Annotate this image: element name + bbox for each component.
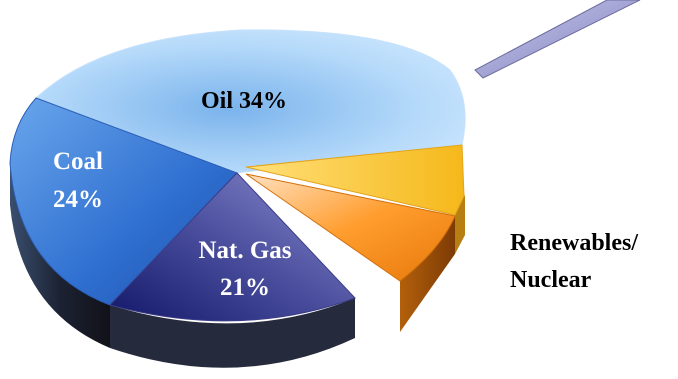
slice-gas [109, 172, 356, 322]
slice-oil [35, 29, 466, 174]
gas-side [110, 298, 355, 368]
yellow-side [455, 195, 465, 254]
coal-label-name: Coal [53, 148, 103, 175]
gas-label-name: Nat. Gas [198, 237, 291, 264]
gas-label-value: 21% [220, 274, 270, 301]
coal-side [10, 163, 110, 348]
oil-label: Oil 34% [201, 88, 287, 114]
renewables-label-line2: Nuclear [510, 267, 592, 293]
pie-slices [9, 29, 466, 322]
orange-side-1 [400, 215, 455, 332]
renewables-label-line1: Renewables/ [510, 230, 638, 256]
slice-coal [9, 97, 238, 306]
coal-label-value: 24% [53, 186, 103, 213]
slice-renewables-yellow [245, 144, 465, 216]
slice-renewables-orange [245, 173, 456, 282]
callout-pointer [474, 0, 641, 79]
pie-sides [10, 163, 465, 368]
